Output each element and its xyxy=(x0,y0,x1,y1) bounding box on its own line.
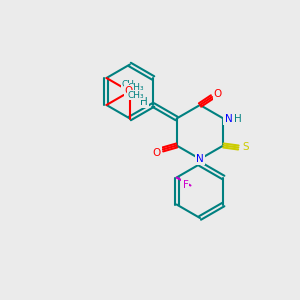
Text: N: N xyxy=(224,113,232,124)
Text: O: O xyxy=(125,87,133,97)
Text: N: N xyxy=(196,154,204,164)
Text: O: O xyxy=(126,88,134,98)
Text: O: O xyxy=(125,86,133,96)
Text: CH₃: CH₃ xyxy=(128,91,144,100)
Text: CH₃: CH₃ xyxy=(122,80,138,89)
Text: S: S xyxy=(242,142,249,152)
Text: F: F xyxy=(182,181,188,190)
Text: CH₃: CH₃ xyxy=(128,83,144,92)
Text: O: O xyxy=(152,148,161,158)
Text: O: O xyxy=(214,89,222,99)
Text: H: H xyxy=(140,97,148,107)
Text: H: H xyxy=(233,113,241,124)
